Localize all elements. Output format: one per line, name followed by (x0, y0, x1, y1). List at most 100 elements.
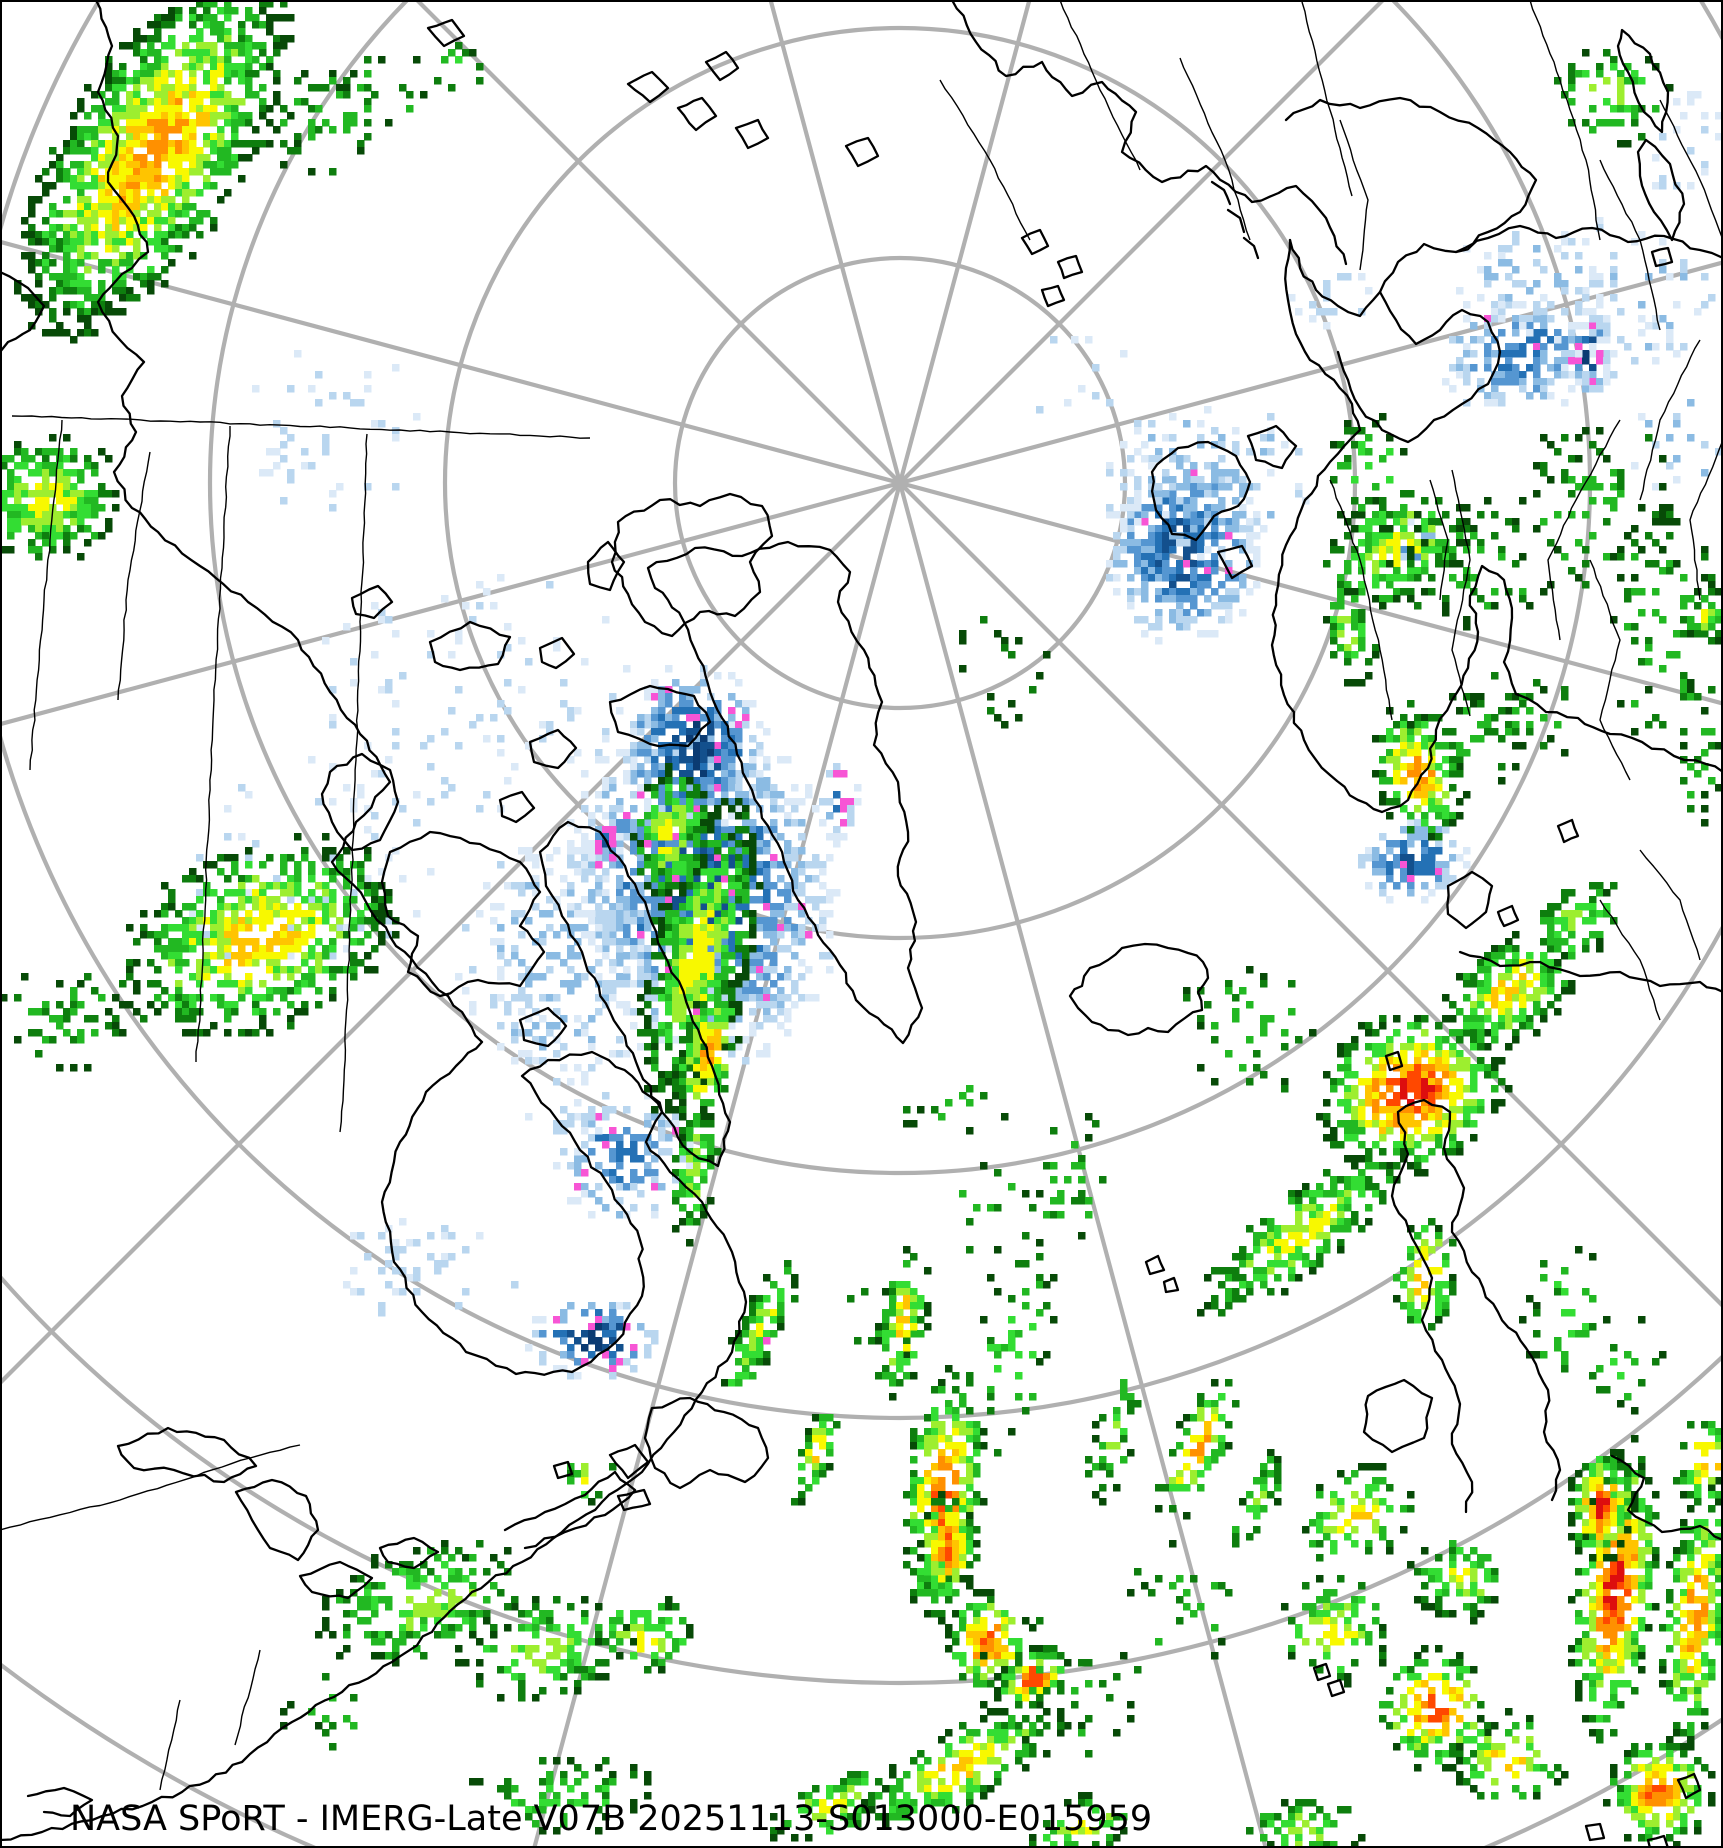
political-border (1599, 159, 1661, 331)
political-border (1599, 899, 1661, 1021)
coastline-path (528, 728, 578, 770)
coastline-path (320, 752, 400, 852)
coastline-path (1312, 1662, 1332, 1682)
coastline-path (1396, 1098, 1562, 1502)
political-border (11, 415, 591, 439)
coastline-path (608, 684, 712, 748)
coastline-path (428, 620, 512, 672)
political-border (1639, 849, 1701, 961)
coastline-path (1458, 950, 1723, 994)
political-border (29, 419, 63, 771)
coastline-path (1616, 28, 1670, 134)
coastline-path (0, 270, 46, 354)
political-border (1059, 0, 1141, 171)
coastline-path (1610, 1454, 1723, 1542)
coastline-path (1270, 428, 1723, 814)
coastline-path (298, 1560, 374, 1600)
coastline-path (1496, 904, 1520, 928)
coastline-path (1584, 1822, 1606, 1842)
coastline-path (610, 492, 774, 638)
coastline-path (518, 1006, 568, 1048)
coastline-path (1362, 1378, 1434, 1454)
coastline-path (1390, 1110, 1474, 1514)
political-border (117, 451, 151, 701)
coastline-path (234, 1478, 320, 1562)
political-border (195, 426, 231, 1062)
coastline-path (1242, 236, 1260, 260)
coastline-path (1216, 544, 1254, 580)
map-caption: NASA SPoRT - IMERG-Late V07B 20251113-S0… (70, 1799, 1153, 1839)
political-border (1179, 57, 1251, 241)
political-border (159, 1699, 181, 1791)
border-layer (0, 0, 1723, 1791)
political-border (1589, 559, 1631, 781)
political-border (1529, 0, 1601, 241)
coastline-path (1636, 138, 1686, 242)
latitude-circle (0, 1273, 1723, 1685)
political-border (1301, 1, 1353, 197)
coastline-path (1162, 1276, 1180, 1294)
coastline-path (1056, 254, 1084, 280)
political-border (1329, 479, 1393, 721)
coastline-path (676, 96, 718, 132)
political-border (939, 79, 1031, 241)
coastline-path (498, 790, 536, 824)
coastline-path (1446, 870, 1494, 930)
coastline-path (1144, 1254, 1166, 1276)
coastline-path (0, 0, 748, 1842)
coastline-path (1246, 424, 1298, 470)
coastline-path (1210, 180, 1232, 206)
coastline-path (1336, 290, 1502, 444)
coastline-path (1676, 1772, 1702, 1800)
coastline-path (1284, 238, 1362, 432)
coastline-path (1646, 1834, 1670, 1848)
coastline-path (643, 1396, 770, 1490)
coastline-path (586, 540, 626, 592)
political-border (234, 1649, 261, 1746)
coastline-path (538, 820, 732, 1168)
coastline-path (1454, 224, 1723, 260)
coastline-path (1150, 440, 1252, 542)
political-border (1659, 99, 1723, 241)
coastline-path (626, 70, 670, 104)
political-border (339, 433, 368, 1133)
coastline-path (616, 1488, 652, 1512)
coastline-path (1040, 284, 1066, 308)
coastline-path (1068, 942, 1210, 1037)
coastline-path (1284, 96, 1538, 318)
political-border (1339, 119, 1369, 271)
coastline-path (1384, 1050, 1404, 1072)
coastline-path (380, 830, 546, 998)
latitude-circle (0, 0, 1723, 1420)
coastline-path (503, 1470, 637, 1550)
coastline-path (26, 1786, 94, 1818)
coastline-path (1650, 246, 1674, 268)
coastline-path (426, 18, 466, 48)
political-border (1639, 339, 1701, 501)
political-border (1429, 479, 1449, 601)
political-border (0, 1444, 301, 1531)
coastline-path (950, 0, 1348, 266)
coastline-path (734, 118, 770, 150)
coastline-path (350, 584, 394, 620)
coastline-path (116, 1426, 258, 1484)
coastline-path (646, 540, 924, 1045)
meridian-line (0, 239, 1723, 706)
latitude-circle (208, 0, 1592, 1175)
political-border (1451, 469, 1471, 717)
coastline-path (1556, 818, 1580, 844)
coastline-path (1020, 228, 1050, 256)
coastline-path (538, 636, 576, 670)
political-border (1689, 439, 1723, 601)
coastline-path (378, 1536, 440, 1570)
political-border (1547, 419, 1621, 641)
coastline-path (1326, 1678, 1346, 1698)
coastline-path (1226, 208, 1246, 234)
coastline-path (704, 50, 740, 82)
coastline-path (608, 1443, 650, 1480)
